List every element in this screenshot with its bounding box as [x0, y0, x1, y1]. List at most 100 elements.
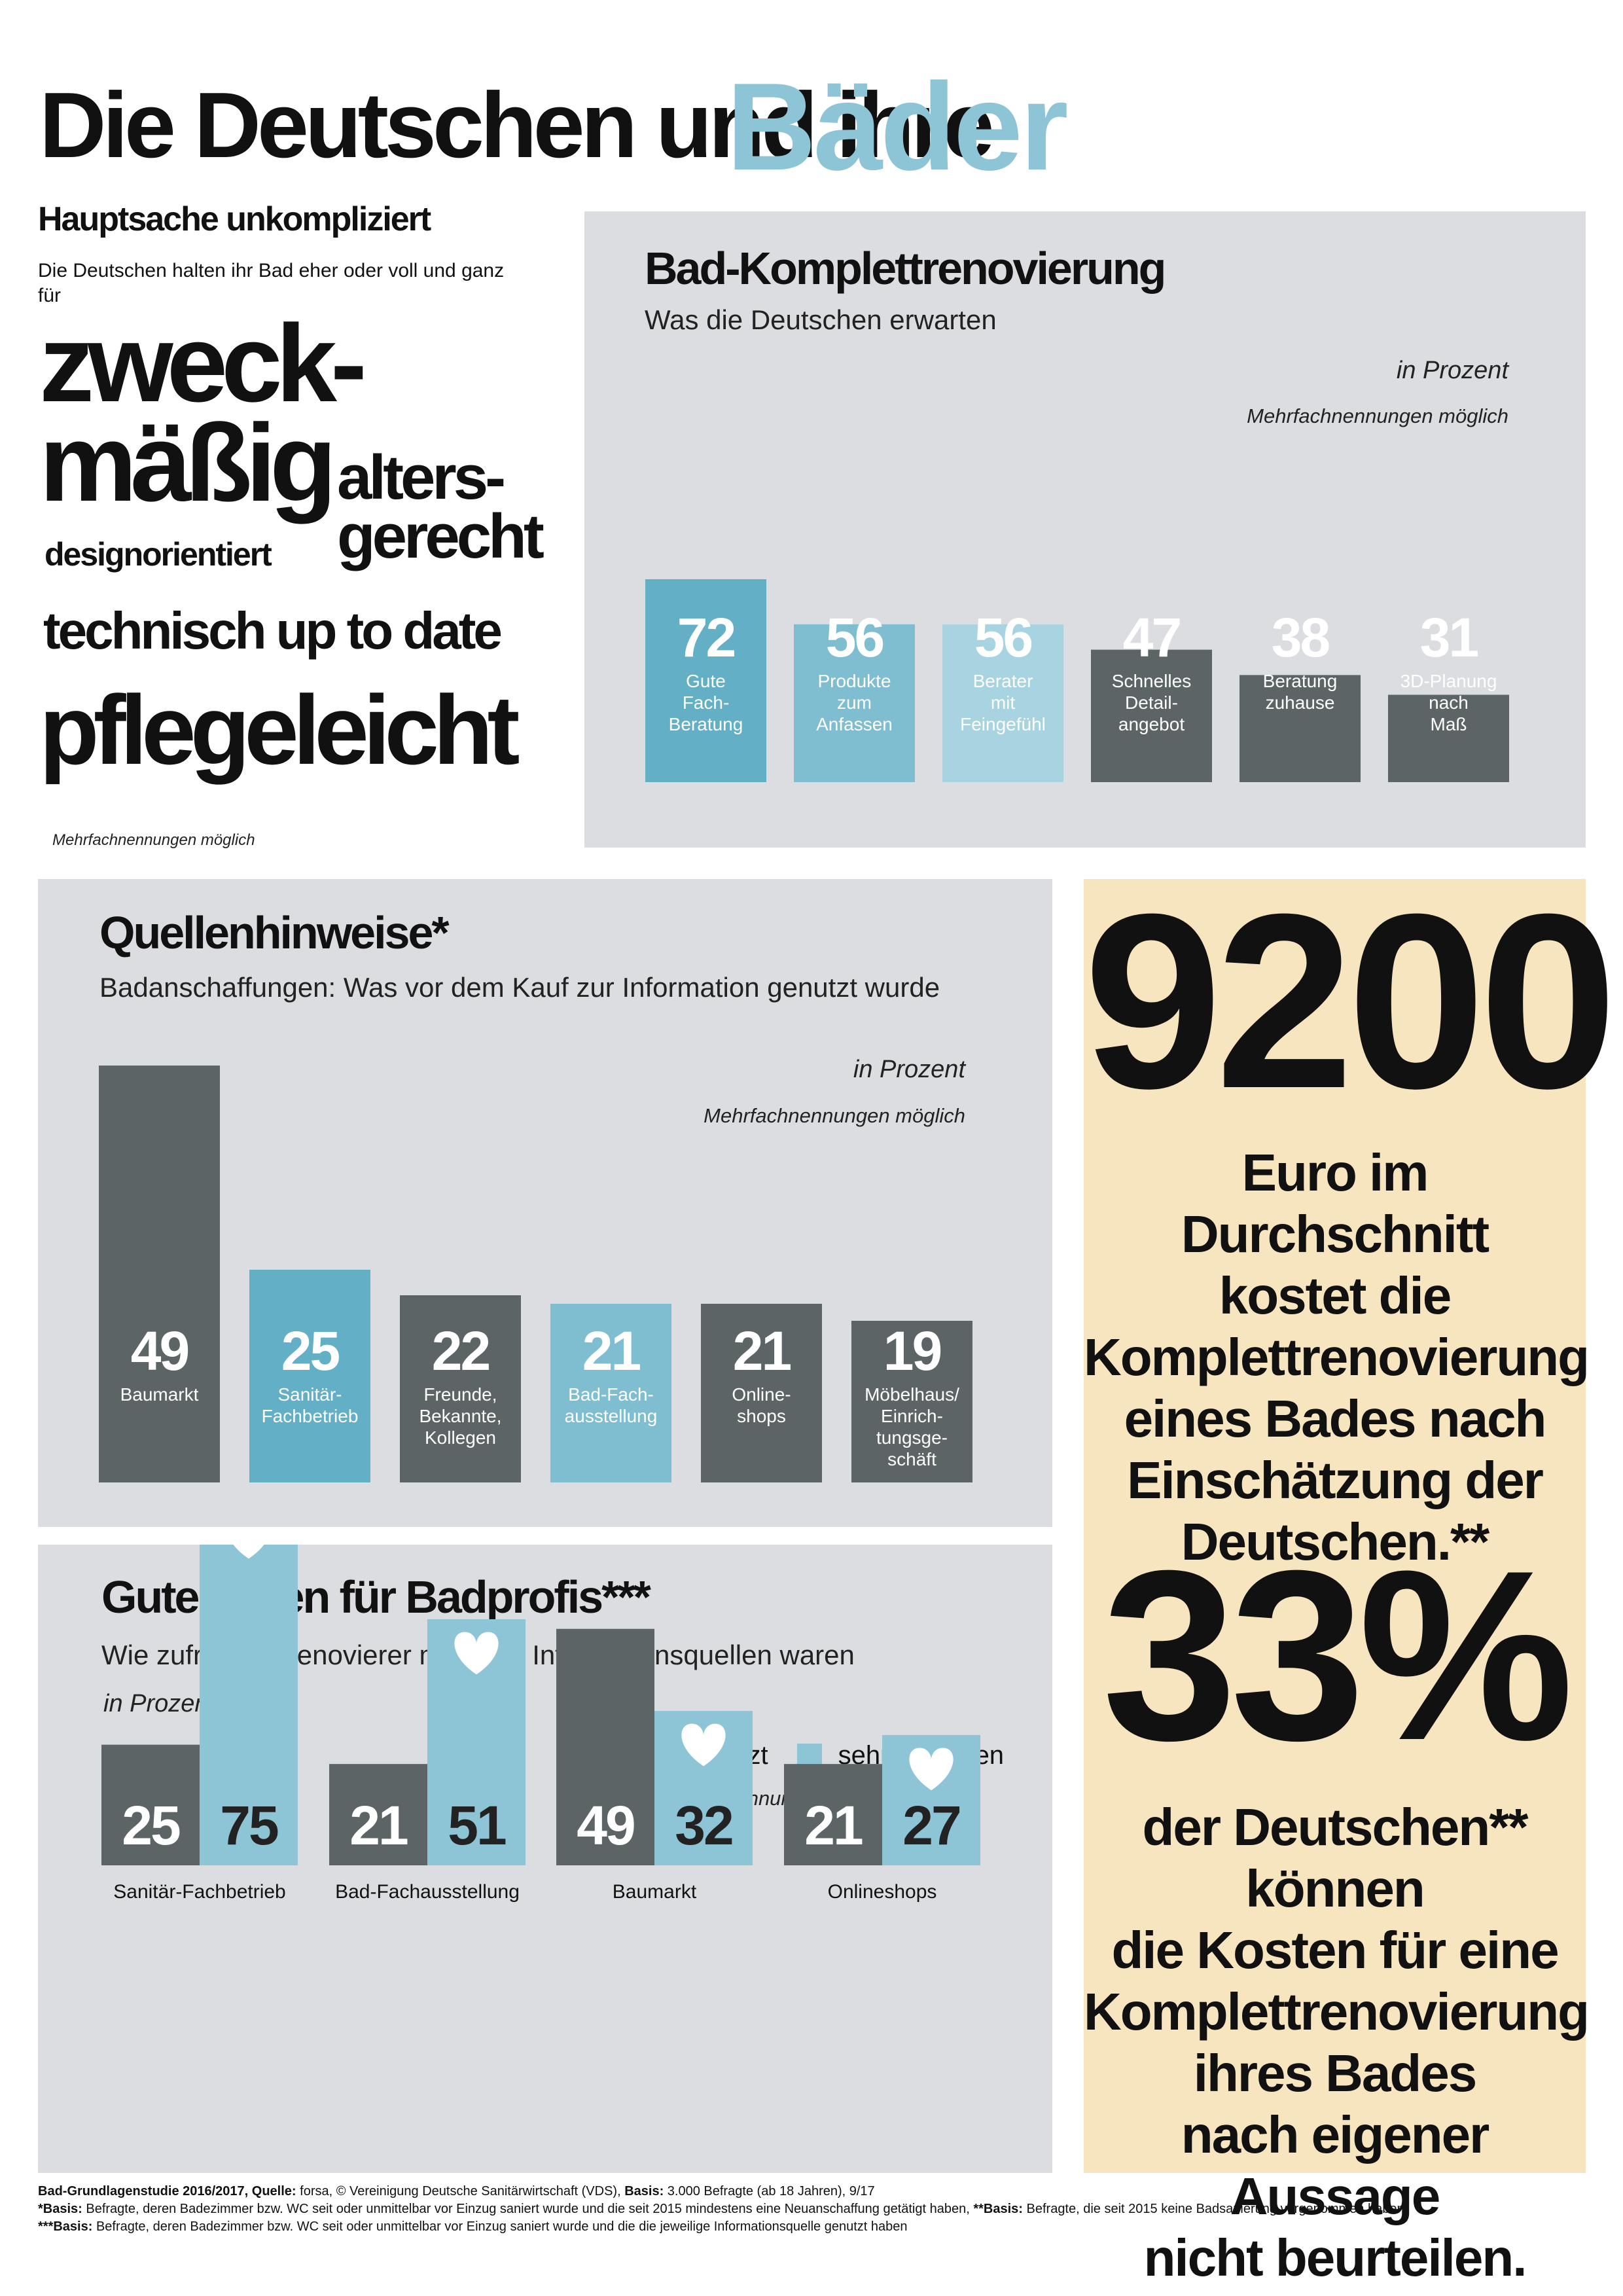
bar-category-label: angebot [1118, 714, 1185, 734]
bar-category-label: schäft [887, 1449, 936, 1469]
bar-category-label: shops [737, 1406, 786, 1426]
bar-category-label: Onlineshops [828, 1881, 937, 1903]
bar [794, 624, 915, 782]
footer-text: Befragte, die seit 2015 keine Badsanieru… [1022, 2202, 1408, 2216]
word-zweck: zweck- [39, 302, 367, 425]
bar-value-label: 38 [1272, 607, 1330, 668]
bar-category-label: 3D-Planung [1400, 671, 1497, 691]
panel1-title: Bad-Komplettrenovierung [645, 243, 1166, 294]
panel1-note: Mehrfachnennungen möglich [1247, 404, 1508, 427]
bar-value-label: 19 [883, 1320, 941, 1382]
bar [882, 1734, 980, 1865]
footer-sources: Bad-Grundlagenstudie 2016/2017, Quelle: … [38, 2183, 1596, 2236]
bar-category-label: Möbelhaus/ [865, 1384, 959, 1405]
heart-icon [909, 1748, 954, 1791]
stat-9200-line: Einschätzung der [1127, 1451, 1544, 1509]
stat-9200: 9200 [1084, 862, 1617, 1140]
bar-value-label: 49 [131, 1320, 188, 1382]
bar-value-label: 25 [122, 1795, 180, 1856]
bar-value-label: 75 [220, 1795, 278, 1856]
bar-category-label: Baumarkt [613, 1881, 697, 1903]
footer-bold: Basis: [624, 2184, 664, 2198]
bar-category-label: Kollegen [425, 1427, 496, 1448]
bar [249, 1270, 370, 1482]
stat-9200-line: Deutschen.** [1181, 1513, 1489, 1571]
bar-value-label: 32 [675, 1795, 732, 1856]
bar-category-label: zuhause [1266, 692, 1335, 713]
stat-33-percent: 33% [1102, 1520, 1574, 1791]
stat-33-line: der Deutschen** können [1142, 1798, 1529, 1918]
chart-gute-noten: 25 75 Sanitär-Fachbetrieb 21 51 Bad-Fachausst… [101, 1545, 980, 1903]
bar-category-label: tungsge- [876, 1427, 948, 1448]
stat-9200-text: Euro im Durchschnitt kostet die Komplett… [1084, 1142, 1590, 1573]
bar [550, 1304, 671, 1482]
stat-33-line: die Kosten für eine [1111, 1921, 1559, 1979]
bar-category-label: Anfassen [816, 714, 893, 734]
heart-icon [233, 1545, 264, 1559]
stat-9200-line: Euro im Durchschnitt [1181, 1143, 1489, 1263]
panel2-note: Mehrfachnennungen möglich [704, 1104, 965, 1127]
footer-text: Befragte, deren Badezimmer bzw. WC seit … [92, 2219, 908, 2234]
bar-category-label: Maß [1431, 714, 1467, 734]
heart-icon [681, 1723, 726, 1767]
word-gerecht: gerecht [337, 501, 544, 571]
word-alters: alters- [337, 442, 506, 512]
bar-value-label: 56 [974, 607, 1032, 668]
stat-33-line: ihres Bades [1193, 2044, 1478, 2102]
bar-value-label: 47 [1123, 607, 1181, 668]
footer-bold: ***Basis: [38, 2219, 93, 2234]
bar-value-label: 49 [577, 1795, 634, 1856]
bar [556, 1628, 654, 1865]
footer-text: 3.000 Befragte (ab 18 Jahren), 9/17 [664, 2184, 875, 2198]
footer-bold: *Basis: [38, 2202, 82, 2216]
chart-komplettrenovierung: 72GuteFach-Beratung56ProduktezumAnfassen… [645, 579, 1509, 782]
panel2-unit: in Prozent [853, 1056, 965, 1083]
bar [400, 1295, 521, 1482]
bar-value-label: 51 [448, 1795, 506, 1856]
bar-category-label: Beratung [1263, 671, 1338, 691]
bar-value-label: 21 [582, 1320, 641, 1382]
bar-category-label: Freunde, [423, 1384, 497, 1405]
bar-category-label: Produkte [817, 671, 891, 691]
bar-value-label: 31 [1420, 607, 1478, 668]
bar-category-label: Baumarkt [120, 1384, 199, 1405]
bar-value-label: 25 [281, 1320, 340, 1382]
bar [645, 579, 766, 782]
stat-9200-line: kostet die [1219, 1266, 1452, 1325]
bar-category-label: Fach- [683, 692, 730, 713]
bar-value-label: 22 [432, 1320, 490, 1382]
bar-value-label: 21 [804, 1795, 863, 1856]
bar [101, 1744, 200, 1865]
word-designorientiert: designorientiert [45, 536, 272, 573]
bar-value-label: 21 [733, 1320, 791, 1382]
bar [1388, 694, 1509, 782]
bar-category-label: ausstellung [565, 1406, 658, 1426]
bar-category-label: Sanitär- [277, 1384, 342, 1405]
left-note: Mehrfachnennungen möglich [52, 831, 255, 849]
stat-33-percent-text: der Deutschen** können die Kosten für ei… [1084, 1797, 1590, 2289]
bar-value-label: 56 [826, 607, 883, 668]
stat-9200-line: Komplettrenovierung [1084, 1328, 1590, 1386]
stat-33-line: nach eigener Aussage [1181, 2106, 1490, 2225]
bar-category-label: Gute [686, 671, 726, 691]
bar-category-label: Feingefühl [960, 714, 1046, 734]
panel2-subtitle: Badanschaffungen: Was vor dem Kauf zur I… [99, 972, 940, 1003]
bar-category-label: Schnelles [1112, 671, 1191, 691]
bar-category-label: Detail- [1125, 692, 1178, 713]
bar-category-label: mit [991, 692, 1016, 713]
left-intro: Die Deutschen halten ihr Bad eher oder v… [38, 260, 505, 306]
panel3-title: Gute Noten für Badprofis*** [101, 1571, 651, 1623]
bar-category-label: Bad-Fachausstellung [335, 1881, 520, 1903]
bar-category-label: Sanitär-Fachbetrieb [113, 1881, 285, 1903]
bar-category-label: Online- [732, 1384, 791, 1405]
bar [784, 1764, 882, 1865]
stat-9200-line: eines Bades nach [1124, 1390, 1547, 1448]
bar-category-label: Einrich- [881, 1406, 943, 1426]
bar-category-label: Berater [973, 671, 1033, 691]
panel2-title: Quellenhinweise* [99, 907, 450, 958]
heart-icon [454, 1632, 499, 1675]
panel1-unit: in Prozent [1396, 357, 1508, 384]
word-pflegeleicht: pflegeleicht [39, 675, 520, 785]
stats-panel [1084, 879, 1586, 2173]
